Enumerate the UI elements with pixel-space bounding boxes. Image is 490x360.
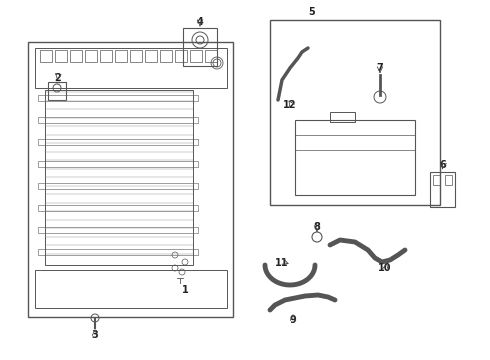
Bar — [160, 50, 172, 62]
Bar — [48, 82, 66, 100]
Bar — [38, 205, 198, 211]
Bar — [205, 50, 217, 62]
Text: 3: 3 — [92, 330, 98, 340]
Text: 5: 5 — [309, 7, 316, 17]
Bar — [38, 227, 198, 233]
Text: 6: 6 — [440, 160, 446, 170]
Bar — [55, 50, 67, 62]
Bar — [35, 270, 227, 308]
Bar — [175, 50, 187, 62]
Bar — [28, 42, 233, 317]
Text: 4: 4 — [196, 17, 203, 27]
Bar — [38, 183, 198, 189]
Text: 2: 2 — [54, 73, 61, 83]
Bar — [183, 28, 217, 66]
Text: 11: 11 — [275, 258, 289, 268]
Bar — [40, 50, 52, 62]
Bar — [115, 50, 127, 62]
Bar — [445, 175, 452, 185]
Bar — [430, 172, 455, 207]
Text: 1: 1 — [182, 285, 188, 295]
Bar — [35, 48, 227, 88]
Text: 8: 8 — [314, 222, 320, 232]
Text: 10: 10 — [378, 263, 392, 273]
Bar — [38, 95, 198, 101]
Bar — [38, 161, 198, 167]
Text: 12: 12 — [283, 100, 297, 110]
Bar — [100, 50, 112, 62]
Bar — [38, 249, 198, 255]
Bar — [270, 20, 440, 205]
Bar — [85, 50, 97, 62]
Bar — [295, 120, 415, 195]
Bar — [330, 112, 355, 122]
Bar — [45, 90, 193, 265]
Bar — [433, 175, 440, 185]
Bar — [38, 139, 198, 145]
Bar — [70, 50, 82, 62]
Bar — [38, 117, 198, 123]
Text: 9: 9 — [290, 315, 296, 325]
Bar — [130, 50, 142, 62]
Bar — [190, 50, 202, 62]
Bar — [145, 50, 157, 62]
Text: 7: 7 — [377, 63, 383, 73]
